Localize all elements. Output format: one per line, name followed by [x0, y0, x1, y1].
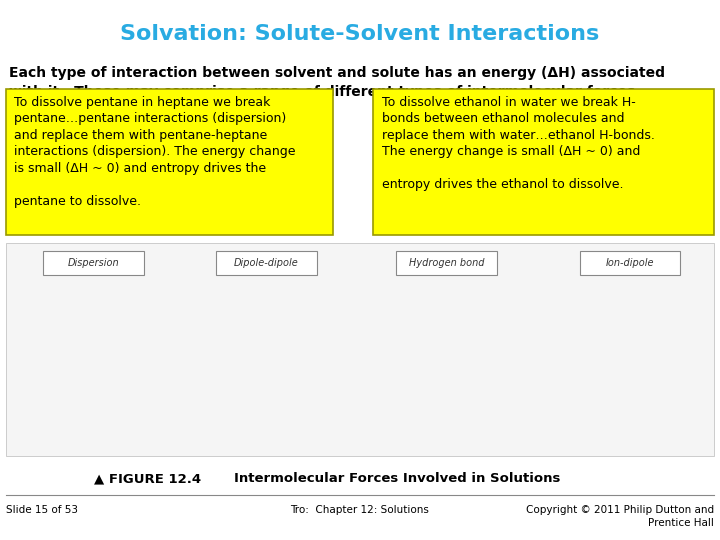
Text: Tro:  Chapter 12: Solutions: Tro: Chapter 12: Solutions	[291, 505, 429, 515]
Text: Dipole-dipole: Dipole-dipole	[234, 258, 299, 268]
FancyBboxPatch shape	[396, 251, 497, 275]
FancyBboxPatch shape	[43, 251, 144, 275]
Text: Ion-dipole: Ion-dipole	[606, 258, 654, 268]
Text: Intermolecular Forces Involved in Solutions: Intermolecular Forces Involved in Soluti…	[234, 472, 560, 485]
FancyBboxPatch shape	[6, 89, 333, 235]
Text: ▲ FIGURE 12.4: ▲ FIGURE 12.4	[94, 472, 201, 485]
FancyBboxPatch shape	[6, 243, 714, 456]
Text: Slide 15 of 53: Slide 15 of 53	[6, 505, 78, 515]
FancyBboxPatch shape	[580, 251, 680, 275]
Text: Each type of interaction between solvent and solute has an energy (ΔH) associate: Each type of interaction between solvent…	[9, 66, 665, 99]
Text: Dispersion: Dispersion	[68, 258, 120, 268]
FancyBboxPatch shape	[373, 89, 714, 235]
Text: To dissolve pentane in heptane we break
pentane…pentane interactions (dispersion: To dissolve pentane in heptane we break …	[14, 96, 296, 207]
Text: Copyright © 2011 Philip Dutton and
Prentice Hall: Copyright © 2011 Philip Dutton and Prent…	[526, 505, 714, 528]
Text: To dissolve ethanol in water we break H-
bonds between ethanol molecules and
rep: To dissolve ethanol in water we break H-…	[382, 96, 654, 191]
FancyBboxPatch shape	[216, 251, 317, 275]
Text: Solvation: Solute-Solvent Interactions: Solvation: Solute-Solvent Interactions	[120, 24, 600, 44]
Text: Hydrogen bond: Hydrogen bond	[409, 258, 484, 268]
